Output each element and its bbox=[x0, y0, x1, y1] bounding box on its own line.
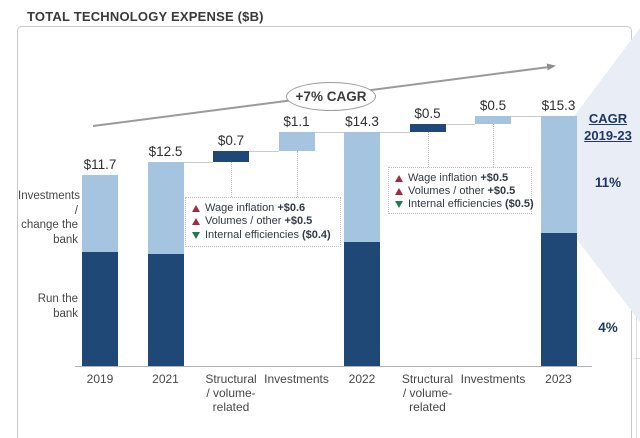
cagr-value-investments: 11% bbox=[594, 175, 622, 190]
annotation-value: ($0.5) bbox=[504, 198, 534, 210]
triangle-up-icon bbox=[192, 205, 200, 213]
bar-value-label: $12.5 bbox=[148, 144, 183, 159]
bar-segment-investments bbox=[540, 116, 577, 233]
x-axis-label: 2021 bbox=[152, 372, 179, 386]
triangle-down-icon bbox=[192, 231, 200, 239]
connector-line bbox=[249, 150, 279, 152]
annotation-box: Wage inflation +$0.6 Volumes / other +$0.5 I… bbox=[185, 197, 341, 247]
bar-value-label: $0.5 bbox=[414, 106, 441, 122]
bar-segment-run-the-bank bbox=[540, 232, 577, 367]
bar-value-label: $0.5 bbox=[479, 98, 507, 114]
bar-value-label: $0.7 bbox=[217, 132, 245, 148]
drop-line bbox=[493, 124, 494, 167]
legend-investments-change-the-bank: Investments / change the bank bbox=[18, 190, 80, 246]
bar-segment-run-the-bank bbox=[82, 252, 118, 367]
cropped-right-edge-element bbox=[634, 358, 640, 359]
annotation-value: +$0.6 bbox=[277, 202, 306, 215]
x-axis-label: Structural / volume-related bbox=[205, 372, 257, 414]
delta-bar-run_the_bank bbox=[213, 150, 249, 162]
drop-line bbox=[231, 162, 232, 197]
cagr-value-run: 4% bbox=[598, 320, 618, 335]
cagr-ellipse: +7% CAGR bbox=[286, 82, 376, 111]
annotation-value: ($0.4) bbox=[301, 228, 331, 241]
triangle-up-icon bbox=[192, 218, 200, 226]
annotation-value: +$0.5 bbox=[480, 172, 509, 184]
cropped-right-edge-element bbox=[636, 214, 637, 438]
triangle-down-icon bbox=[395, 201, 403, 208]
x-axis-label: 2023 bbox=[545, 372, 572, 386]
annotation-name: Wage inflation bbox=[408, 172, 478, 184]
delta-bar-investments bbox=[278, 132, 315, 151]
annotation-row: Volumes / other +$0.5 bbox=[192, 215, 334, 228]
connector-line bbox=[445, 124, 475, 126]
annotation-row: Volumes / other +$0.5 bbox=[395, 185, 525, 198]
x-axis-label: Structural / volume-related bbox=[401, 372, 454, 414]
annotation-row: Internal efficiencies ($0.4) bbox=[192, 229, 334, 242]
annotation-value: +$0.5 bbox=[284, 215, 313, 228]
x-axis-label: 2022 bbox=[348, 372, 376, 386]
x-axis-label: Investments bbox=[460, 372, 526, 386]
bar-value-label: $15.3 bbox=[541, 98, 576, 114]
drop-line bbox=[427, 132, 429, 167]
x-axis-line bbox=[75, 366, 592, 367]
triangle-up-icon bbox=[395, 188, 403, 195]
connector-line bbox=[314, 132, 344, 134]
delta-bar-investments bbox=[475, 116, 511, 125]
x-axis-label: Investments bbox=[264, 372, 329, 386]
annotation-name: Internal efficiencies bbox=[408, 198, 502, 210]
annotation-name: Volumes / other bbox=[205, 215, 282, 228]
annotation-row: Wage inflation +$0.5 bbox=[395, 172, 525, 185]
annotation-row: Wage inflation +$0.6 bbox=[192, 202, 334, 215]
page-title: TOTAL TECHNOLOGY EXPENSE ($B) bbox=[23, 9, 328, 26]
connector-line bbox=[380, 132, 410, 134]
bar-segment-run-the-bank bbox=[147, 253, 184, 367]
bar-segment-run-the-bank bbox=[344, 242, 380, 367]
x-axis-label: 2019 bbox=[86, 372, 114, 386]
bar-segment-investments bbox=[344, 132, 380, 243]
annotation-value: +$0.5 bbox=[487, 185, 516, 197]
cagr-column-header: CAGR 2019-23 bbox=[584, 111, 632, 143]
bar-value-label: $11.7 bbox=[83, 157, 117, 173]
annotation-row: Internal efficiencies ($0.5) bbox=[395, 198, 534, 211]
connector-line bbox=[511, 116, 541, 118]
drop-line bbox=[296, 150, 298, 197]
bar-segment-investments bbox=[82, 175, 118, 253]
bar-segment-investments bbox=[147, 162, 184, 254]
annotation-box: Wage inflation +$0.5 Volumes / other +$0.5 I… bbox=[388, 167, 534, 214]
bar-value-label: $14.3 bbox=[345, 114, 379, 130]
arrowhead-icon bbox=[546, 63, 556, 71]
bar-value-label: $1.1 bbox=[283, 114, 310, 130]
cagr-ellipse-label: +7% CAGR bbox=[295, 89, 367, 104]
connector-line bbox=[183, 162, 213, 163]
annotation-name: Volumes / other bbox=[408, 185, 485, 197]
legend-run-the-bank: Run the bank bbox=[37, 293, 78, 320]
triangle-up-icon bbox=[395, 175, 403, 182]
delta-bar-run_the_bank bbox=[409, 124, 446, 133]
annotation-name: Wage inflation bbox=[205, 202, 275, 215]
annotation-name: Internal efficiencies bbox=[205, 228, 299, 241]
